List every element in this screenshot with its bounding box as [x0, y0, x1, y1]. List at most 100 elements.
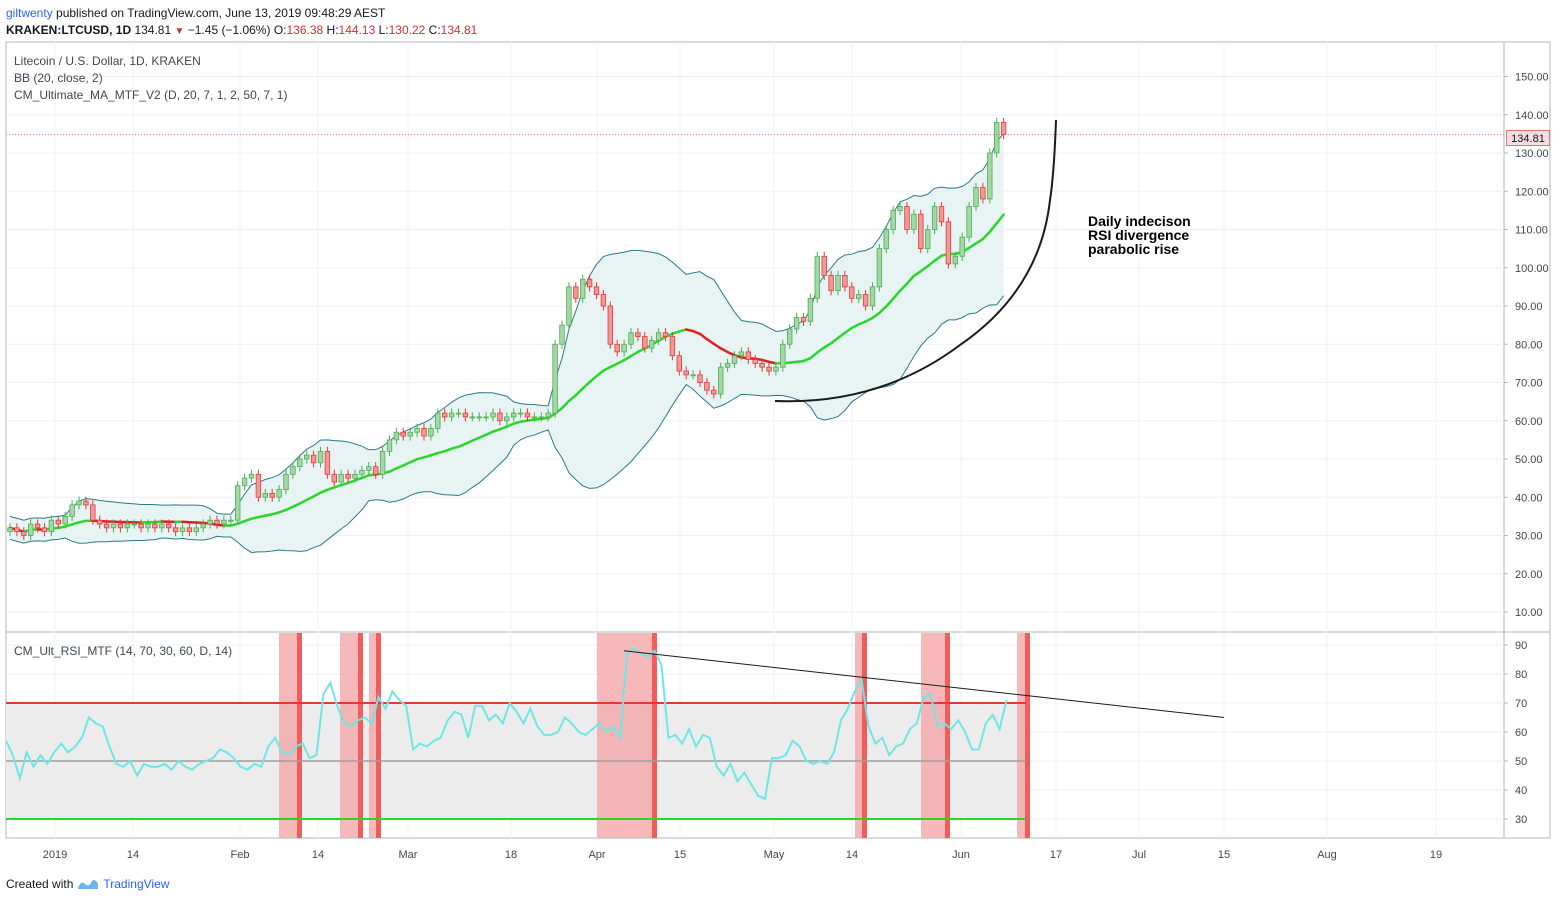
candle-body — [110, 523, 117, 529]
candle-body — [531, 416, 538, 419]
high-value: 144.13 — [338, 23, 376, 37]
x-tick-label: Feb — [231, 849, 250, 861]
candle-body — [297, 458, 303, 468]
parabolic-curve — [774, 119, 1057, 403]
ma-line-segment — [602, 365, 612, 372]
candle-body — [290, 466, 296, 475]
candle-body — [455, 412, 462, 415]
rsi-tick-label: 30 — [1515, 814, 1527, 826]
candle-body — [566, 286, 572, 326]
candle-body — [973, 187, 979, 207]
candle-body — [55, 519, 61, 525]
candle-body — [7, 527, 13, 533]
candle-body — [931, 206, 938, 230]
y-tick-label: 120.00 — [1515, 186, 1549, 198]
y-tick-label: 40.00 — [1515, 492, 1543, 504]
candle-body — [228, 519, 234, 522]
ma-line-segment — [967, 242, 978, 250]
candle-body — [76, 500, 82, 506]
ma-line-segment — [698, 332, 709, 341]
candle-body — [573, 286, 579, 299]
candle-body — [69, 504, 75, 517]
candle-body — [945, 221, 952, 265]
rsi-tick-label: 90 — [1515, 640, 1527, 652]
candle-body — [21, 531, 27, 536]
ma-line-segment — [312, 491, 322, 498]
bb-indicator-label[interactable]: BB (20, close, 2) — [14, 71, 103, 85]
candle-body — [649, 340, 655, 349]
ma-line-segment — [885, 297, 895, 308]
candle-body — [428, 427, 434, 437]
candle-body — [262, 493, 268, 498]
annotation-text: Daily indecison RSI divergence parabolic… — [1088, 213, 1191, 257]
candle-body — [676, 355, 682, 372]
candle-body — [27, 523, 34, 536]
candle-body — [352, 473, 358, 479]
rsi-highlight-edge — [1025, 633, 1030, 838]
open-label: O: — [273, 23, 287, 37]
y-tick-label: 70.00 — [1515, 378, 1543, 390]
rsi-indicator-label[interactable]: CM_Ult_RSI_MTF (14, 70, 30, 60, D, 14) — [14, 644, 233, 658]
candle-body — [800, 317, 807, 322]
candle-body — [593, 286, 600, 295]
candle-body — [621, 343, 627, 353]
candle-body — [303, 454, 310, 460]
candle-body — [856, 294, 862, 299]
candle-body — [324, 450, 331, 475]
ma-line-segment — [484, 430, 495, 436]
candle-body — [234, 485, 241, 521]
candle-body — [138, 523, 144, 529]
x-tick-label: Apr — [588, 849, 605, 861]
candle-body — [310, 454, 317, 464]
candle-body — [103, 523, 110, 529]
ma-line-segment — [898, 282, 909, 292]
ma-line-segment — [408, 457, 419, 464]
candle-body — [862, 294, 869, 307]
candle-body — [1000, 122, 1007, 136]
candle-body — [787, 328, 793, 345]
candle-body — [724, 362, 731, 368]
chart-frame — [5, 41, 1551, 839]
tradingview-brand[interactable]: TradingView — [103, 877, 170, 891]
last-price-marker: 134.81 — [1506, 130, 1550, 146]
ma-line-segment — [981, 230, 992, 241]
candle-body — [441, 412, 448, 418]
ma-line-segment — [712, 342, 722, 350]
last-price: 134.81 — [134, 23, 172, 37]
published-text: published on TradingView.com, June 13, 2… — [56, 6, 386, 20]
candle-body — [987, 152, 993, 200]
author-link[interactable]: giltwenty — [6, 6, 53, 20]
ma-line-segment — [574, 387, 584, 397]
candle-body — [97, 519, 103, 525]
candle-body — [655, 332, 662, 341]
candle-body — [497, 412, 503, 422]
ma-line-segment — [567, 394, 578, 403]
footer: Created with TradingView — [6, 877, 169, 891]
candle-body — [124, 523, 130, 529]
candle-body — [752, 359, 758, 364]
y-tick-label: 130.00 — [1515, 148, 1549, 160]
y-tick-label: 10.00 — [1515, 607, 1543, 619]
rsi-highlight-zone — [279, 633, 302, 838]
candle-body — [759, 362, 765, 368]
x-tick-label: 15 — [1218, 849, 1230, 861]
ma-indicator-label[interactable]: CM_Ultimate_MA_MTF_V2 (D, 20, 7, 1, 2, 5… — [14, 88, 288, 102]
rsi-divergence-line — [623, 650, 1225, 718]
low-label: L: — [378, 23, 389, 37]
candle-body — [269, 493, 275, 498]
x-tick-label: 17 — [1050, 849, 1062, 861]
x-tick-label: 2019 — [43, 849, 67, 861]
ma-line-segment — [719, 347, 729, 354]
ma-line-segment — [926, 259, 936, 268]
rsi-highlight-edge — [358, 633, 363, 838]
candle-body — [366, 466, 372, 471]
ma-line-segment — [843, 326, 854, 335]
y-tick-label: 50.00 — [1515, 454, 1543, 466]
candle-body — [207, 519, 213, 525]
y-tick-label: 100.00 — [1515, 263, 1549, 275]
candle-body — [607, 305, 613, 345]
candle-body — [925, 229, 931, 250]
x-tick-label: Mar — [399, 849, 418, 861]
candle-body — [255, 473, 262, 498]
